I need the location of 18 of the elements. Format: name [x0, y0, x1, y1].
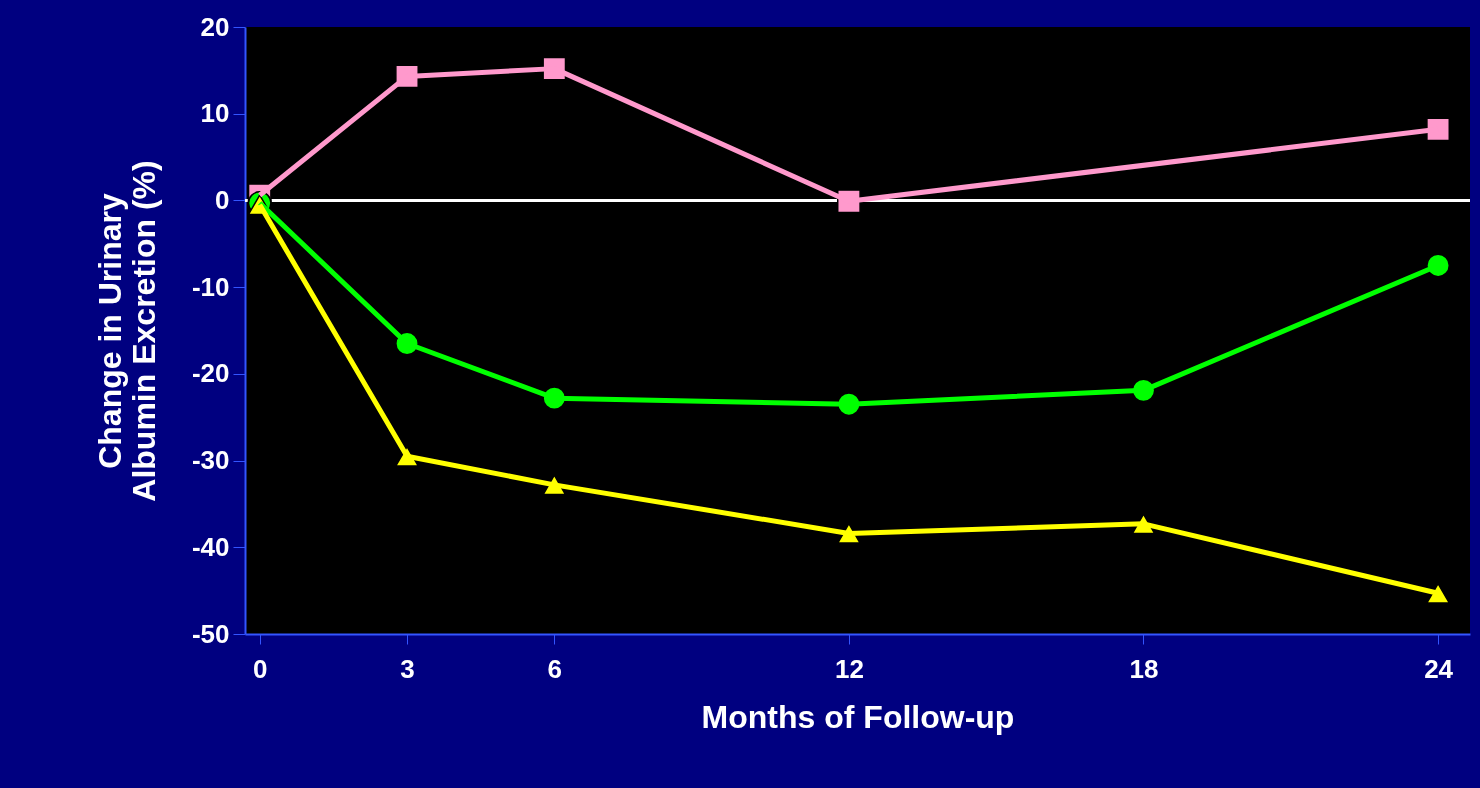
- y-tick-label: -40: [191, 531, 230, 562]
- y-tick-label: 0: [215, 184, 230, 215]
- x-tick-label: 6: [547, 653, 563, 684]
- y-tick-label: -20: [191, 358, 230, 389]
- y-tick-label: 20: [200, 11, 230, 42]
- x-tick-label: 12: [834, 653, 864, 684]
- y-tick-label: -10: [191, 271, 230, 302]
- point: [1426, 582, 1451, 604]
- y-tick-label: -50: [191, 618, 230, 649]
- point: [1426, 117, 1451, 142]
- y-axis-title: Change in Urinary Albumin Excretion (%): [91, 160, 162, 502]
- x-tick-label: 3: [400, 653, 415, 684]
- y-tick-label: 10: [200, 98, 230, 129]
- x-tick-label: 0: [253, 653, 268, 684]
- y-tick-label: -30: [191, 445, 230, 476]
- x-axis-title: Months of Follow-up: [701, 698, 1015, 735]
- x-tick-label: 24: [1424, 653, 1454, 684]
- x-tick-label: 18: [1129, 653, 1159, 684]
